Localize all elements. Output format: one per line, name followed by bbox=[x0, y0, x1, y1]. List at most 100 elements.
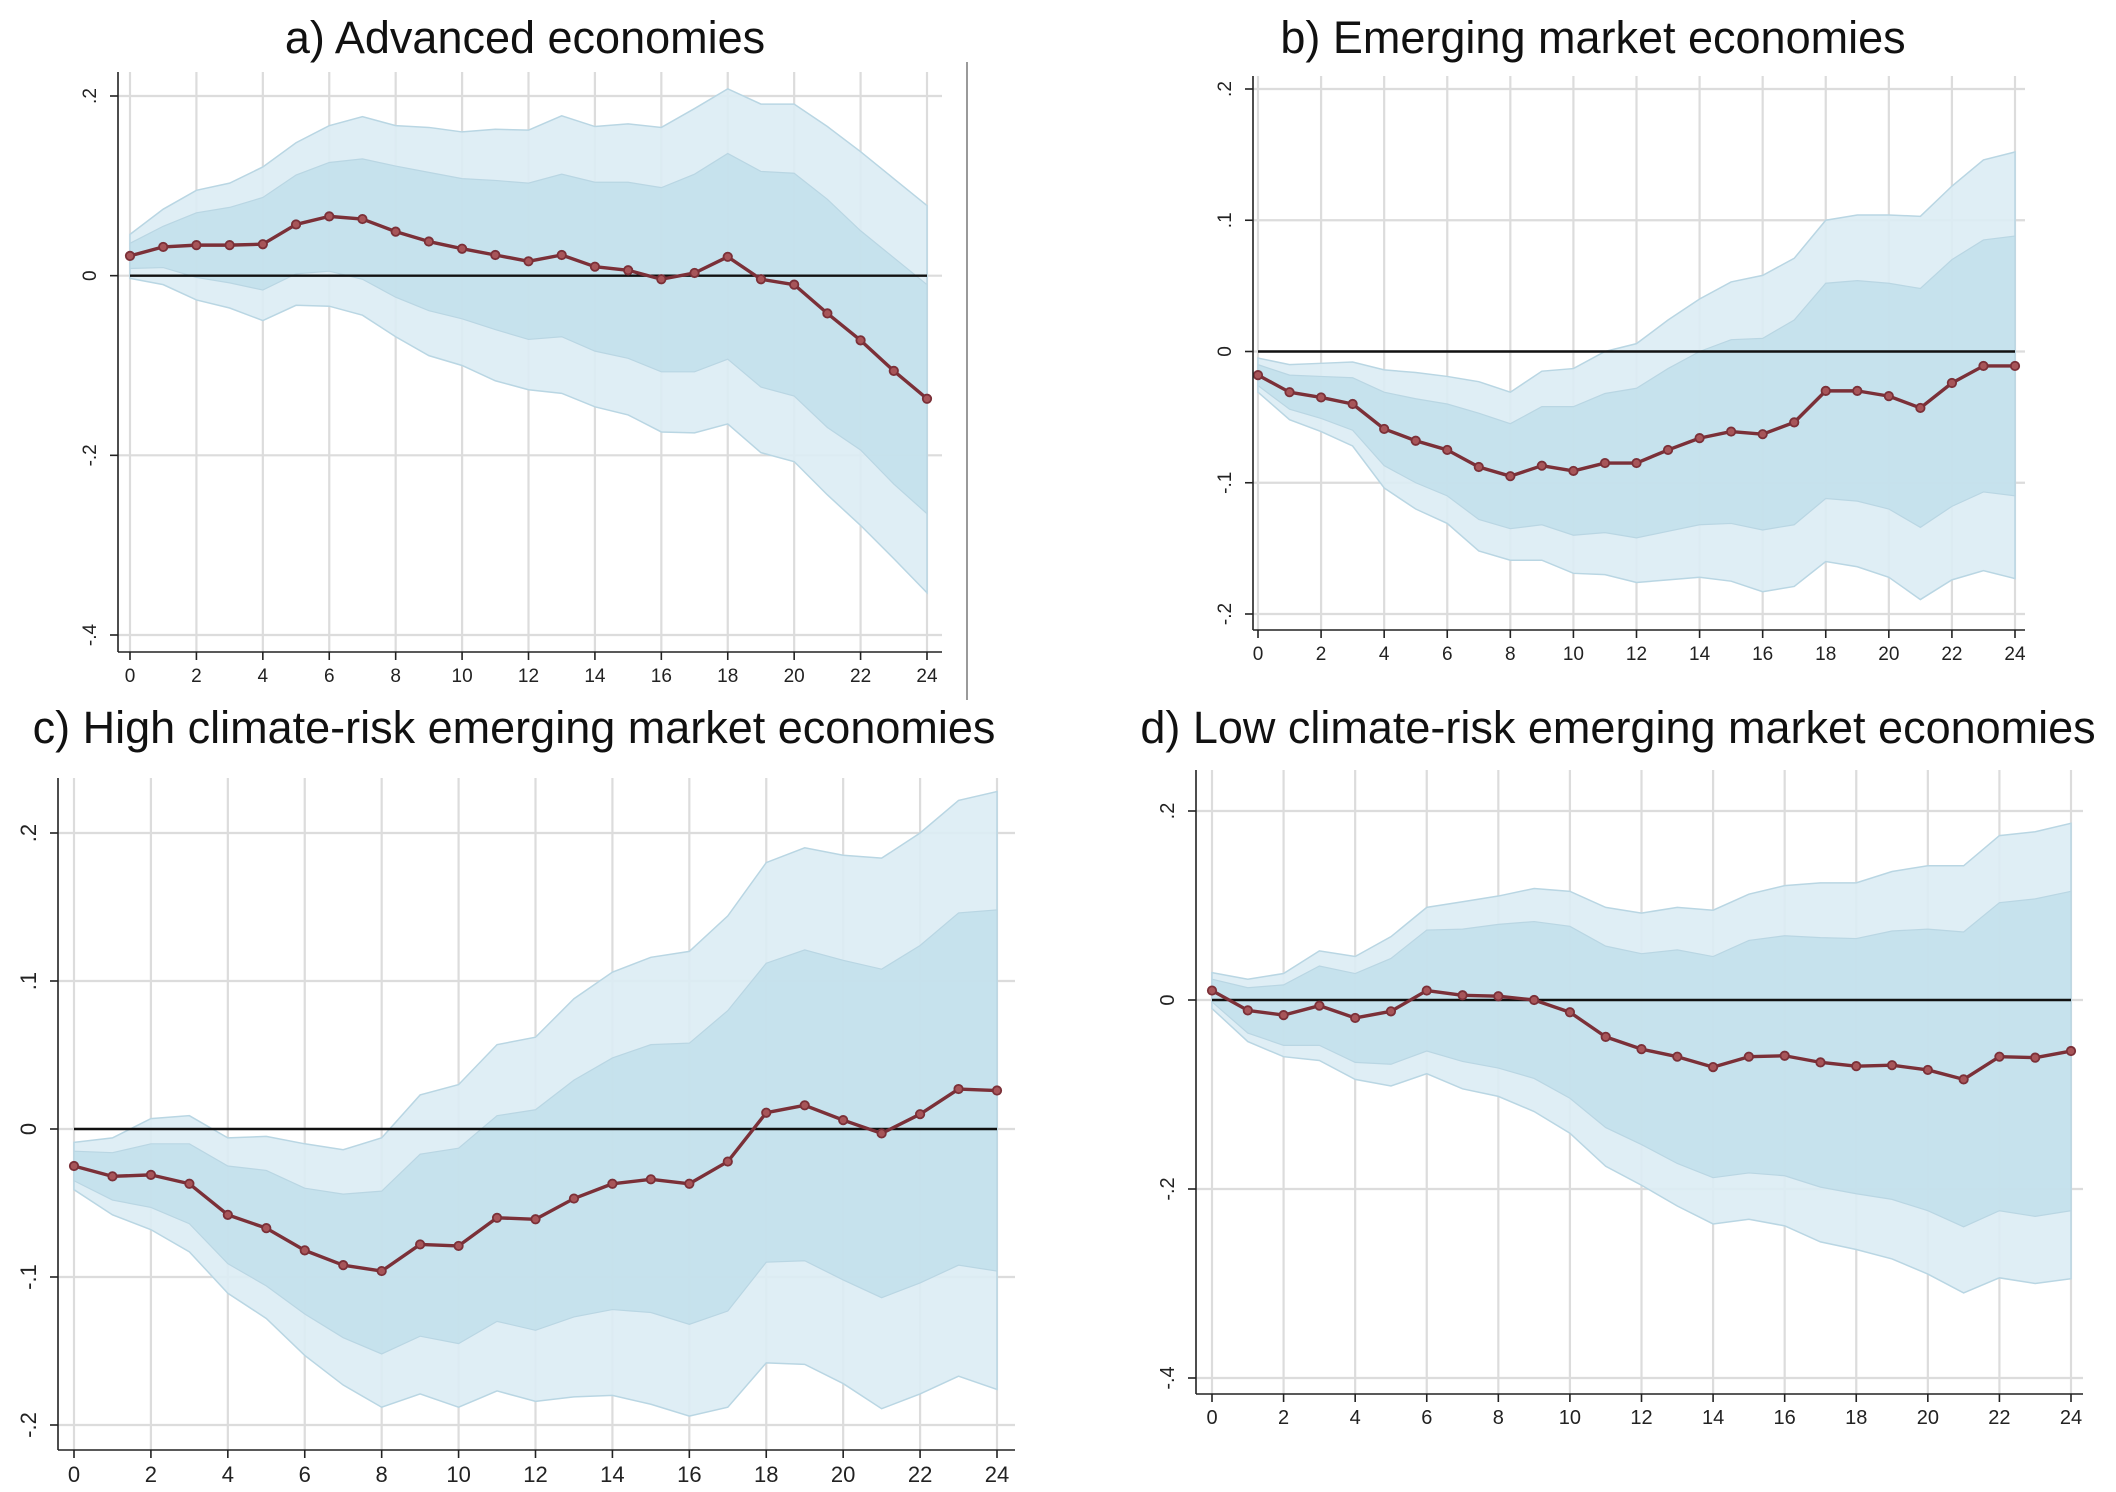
estimate-point bbox=[2030, 1052, 2041, 1063]
estimate-point bbox=[689, 267, 700, 279]
estimate-point bbox=[290, 219, 302, 230]
estimate-point bbox=[921, 393, 933, 404]
y-tick-labels: -.4 -.2 0 .2 bbox=[80, 88, 118, 646]
estimate-point bbox=[376, 1265, 387, 1277]
estimate-points bbox=[124, 211, 933, 404]
x-tick-label: 22 bbox=[908, 1462, 932, 1487]
x-tick-label: 16 bbox=[1774, 1407, 1796, 1429]
estimate-points bbox=[1206, 985, 2077, 1085]
estimate-point bbox=[1815, 1057, 1826, 1068]
y-tick-label: 0 bbox=[16, 1123, 41, 1135]
panel-d-chart: 0 2 4 6 8 10 12 14 16 18 20 22 24-.4-.20.2 bbox=[1157, 770, 2083, 1429]
estimate-point bbox=[761, 1107, 772, 1118]
y-tick-labels: -.2 -.1 0 .1 .2 bbox=[16, 824, 58, 1438]
estimate-point bbox=[1707, 1061, 1719, 1073]
x-tick-label: 4 bbox=[222, 1462, 234, 1487]
estimate-point bbox=[1631, 457, 1642, 469]
estimate-point bbox=[1820, 385, 1831, 396]
estimate-point bbox=[1672, 1051, 1683, 1062]
estimate-point bbox=[556, 249, 567, 261]
estimate-point bbox=[722, 1156, 733, 1167]
panel-divider bbox=[966, 62, 968, 700]
x-tick-label: 10 bbox=[1563, 644, 1584, 665]
estimate-point bbox=[1568, 465, 1579, 477]
x-tick-label: 6 bbox=[1442, 644, 1453, 665]
estimate-point bbox=[1350, 1012, 1361, 1024]
x-tick-label: 22 bbox=[1988, 1407, 2010, 1429]
x-tick-label: 16 bbox=[651, 666, 672, 687]
x-tick-label: 18 bbox=[1815, 644, 1836, 665]
estimate-point bbox=[1564, 1007, 1576, 1018]
estimate-point bbox=[1789, 417, 1800, 428]
x-tick-label: 18 bbox=[717, 666, 738, 687]
x-tick-label: 24 bbox=[985, 1462, 1009, 1487]
x-tick-label: 0 bbox=[1206, 1407, 1217, 1429]
estimate-point bbox=[1242, 1005, 1253, 1016]
y-tick-label: -.1 bbox=[16, 1264, 41, 1290]
estimate-point bbox=[1379, 423, 1390, 435]
x-tick-labels: 0 2 4 6 8 10 12 14 16 18 20 22 24 bbox=[1206, 1394, 2082, 1429]
estimate-point bbox=[1315, 392, 1327, 403]
estimate-point bbox=[876, 1128, 887, 1139]
x-tick-label: 0 bbox=[68, 1462, 80, 1487]
estimate-point bbox=[1743, 1051, 1754, 1062]
x-tick-label: 2 bbox=[1278, 1407, 1289, 1429]
estimate-point bbox=[2009, 360, 2021, 372]
estimate-point bbox=[191, 240, 202, 251]
y-tick-label: -.2 bbox=[80, 444, 101, 466]
x-tick-label: 12 bbox=[1626, 644, 1647, 665]
estimate-point bbox=[257, 239, 268, 250]
estimate-point bbox=[390, 226, 401, 237]
x-tick-label: 4 bbox=[258, 666, 269, 687]
y-tick-label: -.4 bbox=[80, 623, 101, 646]
estimate-point bbox=[1493, 991, 1504, 1002]
estimate-point bbox=[68, 1160, 80, 1172]
x-tick-label: 16 bbox=[1752, 644, 1773, 665]
estimate-point bbox=[1505, 471, 1516, 482]
estimate-point bbox=[1314, 1000, 1325, 1011]
panel-c-chart: 0 2 4 6 8 10 12 14 16 18 20 22 24-.2-.10.1.2 bbox=[16, 778, 1015, 1487]
x-tick-label: 12 bbox=[523, 1462, 547, 1487]
x-tick-label: 14 bbox=[600, 1462, 624, 1487]
estimate-point bbox=[1473, 461, 1484, 473]
estimate-point bbox=[568, 1193, 580, 1204]
y-tick-label: .1 bbox=[1215, 212, 1236, 228]
x-tick-label: 14 bbox=[1689, 644, 1711, 665]
estimate-point bbox=[1252, 370, 1264, 381]
estimate-points bbox=[68, 1083, 1003, 1277]
estimate-point bbox=[684, 1178, 695, 1189]
estimate-point bbox=[1206, 985, 1218, 996]
x-tick-label: 22 bbox=[1941, 644, 1962, 665]
panel-c-title: c) High climate-risk emerging market eco… bbox=[32, 702, 996, 753]
estimate-point bbox=[299, 1245, 310, 1256]
estimate-point bbox=[1600, 1031, 1611, 1042]
x-tick-label: 8 bbox=[1505, 644, 1516, 665]
y-tick-labels: -.4 -.2 0 .2 bbox=[1157, 803, 1196, 1390]
estimate-point bbox=[1536, 460, 1547, 471]
estimate-point bbox=[1883, 391, 1894, 402]
estimate-point bbox=[855, 335, 866, 346]
estimate-point bbox=[184, 1178, 195, 1189]
estimate-point bbox=[1457, 990, 1468, 1001]
estimate-point bbox=[1757, 429, 1768, 440]
estimate-point bbox=[107, 1171, 118, 1182]
panel-b-chart: 0 2 4 6 8 10 12 14 16 18 20 22 24-.2-.10.1.2 bbox=[1215, 76, 2026, 665]
estimate-point bbox=[1886, 1060, 1898, 1071]
estimate-point bbox=[623, 265, 634, 276]
x-tick-label: 18 bbox=[1845, 1407, 1867, 1429]
estimate-point bbox=[490, 249, 501, 261]
estimate-point bbox=[145, 1169, 157, 1180]
y-tick-label: -.4 bbox=[1157, 1366, 1179, 1389]
estimate-point bbox=[1946, 377, 1958, 389]
estimate-point bbox=[338, 1260, 349, 1271]
x-tick-label: 6 bbox=[299, 1462, 311, 1487]
estimate-point bbox=[423, 236, 434, 247]
x-tick-label: 20 bbox=[1878, 644, 1899, 665]
confidence-band-inner bbox=[1257, 235, 2016, 539]
estimate-point bbox=[530, 1214, 541, 1225]
estimate-point bbox=[1385, 1006, 1397, 1017]
estimate-point bbox=[415, 1239, 426, 1250]
estimate-point bbox=[523, 256, 534, 267]
confidence-band-inner bbox=[73, 909, 998, 1355]
estimate-point bbox=[1851, 1061, 1862, 1072]
